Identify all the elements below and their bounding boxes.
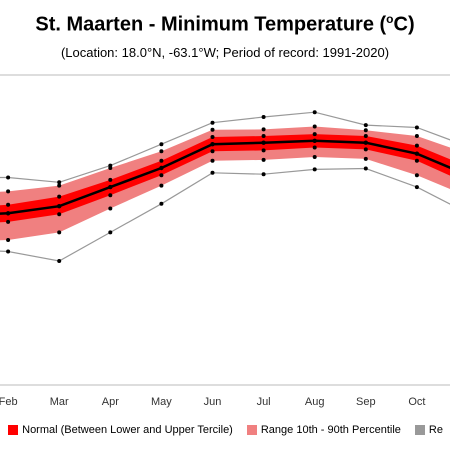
x-tick-label-may: May [151,396,172,408]
lower-tercile-point-may [159,173,164,178]
record-high-point-aug [312,110,317,115]
x-tick-label-apr: Apr [102,396,119,408]
p90-point-mar [57,183,62,188]
p90-point-jul [261,127,266,132]
record-low-point-sep [363,166,368,171]
p10-point-oct [414,173,419,178]
lower-tercile-point-feb [6,219,11,224]
x-tick-label-oct: Oct [408,396,425,408]
upper-tercile-point-sep [363,134,368,138]
mean-point-mar [57,204,62,209]
record-low-point-apr [108,230,113,235]
p10-point-sep [363,156,368,161]
record-low-point-jul [261,172,266,177]
record-low-point-oct [414,185,419,190]
upper-tercile-point-oct [414,143,419,148]
record-low-point-may [159,201,164,206]
upper-tercile-point-mar [57,194,62,199]
mean-point-may [159,165,164,171]
chart-subtitle: (Location: 18.0°N, -63.1°W; Period of re… [60,45,390,60]
legend-item-normal: Normal (Between Lower and Upper Tercile) [8,424,233,436]
percentile-band [0,126,450,241]
record-high-point-may [159,142,164,147]
lower-tercile-point-aug [312,145,317,150]
chart-title-text: St. Maarten - Minimum Temperature ( [35,13,387,36]
x-tick-label-mar: Mar [50,396,69,408]
record-low-point-mar [57,259,62,263]
p10-point-feb [6,238,11,242]
p10-point-mar [57,230,62,235]
p10-point-apr [108,206,113,211]
upper-tercile-point-feb [6,202,11,207]
upper-tercile-point-may [159,158,164,163]
legend-item-percentile: Range 10th - 90th Percentile [246,424,401,436]
record-high-point-jul [261,115,266,119]
record-high-point-sep [363,123,368,128]
p10-point-jun [210,158,215,163]
mean-point-jul [261,140,266,145]
p90-point-apr [108,166,113,170]
mean-point-oct [414,151,420,156]
p10-point-jul [261,157,266,162]
x-tick-label-feb: Feb [0,396,18,408]
chart-title-unit: C) [393,13,415,36]
lower-tercile-point-oct [414,158,419,163]
legend-label-record: Re [428,424,443,436]
mean-point-sep [363,140,368,145]
upper-tercile-point-jul [261,134,266,138]
mean-point-feb [5,211,11,216]
p90-point-jun [210,127,215,132]
record-low-point-aug [312,167,317,172]
record-high-point-feb [6,175,11,180]
p90-point-sep [363,128,368,133]
legend-swatch-percentile [246,425,257,435]
p90-point-aug [312,124,317,129]
p10-point-may [159,183,164,188]
p90-point-feb [6,189,11,194]
upper-tercile-point-apr [108,177,113,182]
lower-tercile-point-jul [261,148,266,153]
degree-superscript: o [386,12,394,26]
lower-tercile-point-jun [210,149,215,154]
mean-point-jun [210,142,215,147]
p10-point-aug [312,155,317,159]
upper-tercile-point-aug [312,132,317,137]
lower-tercile-point-mar [57,212,62,217]
p90-point-may [159,149,164,154]
chart-legend: n Normal (Between Lower and Upper Tercil… [0,422,450,438]
chart-title: St. Maarten - Minimum Temperature (oC) [0,12,450,37]
mean-point-apr [108,184,113,190]
record-high-point-oct [414,125,419,130]
lower-tercile-point-apr [108,193,113,198]
legend-item-record: Re [414,424,443,436]
legend-label-percentile: Range 10th - 90th Percentile [260,424,401,436]
record-high-point-mar [57,180,62,185]
mean-point-aug [312,138,317,143]
x-tick-label-jul: Jul [257,396,271,408]
p90-point-oct [414,134,419,138]
legend-swatch-record [414,425,425,435]
legend-label-normal: Normal (Between Lower and Upper Tercile) [22,424,233,436]
record-high-point-jun [210,120,215,125]
record-low-point-feb [6,249,11,254]
x-tick-label-jun: Jun [204,396,222,408]
upper-tercile-point-jun [210,135,215,139]
legend-swatch-normal [8,425,19,435]
normal-band [0,134,450,223]
record-low-point-jun [210,170,215,175]
x-tick-label-sep: Sep [356,396,376,408]
x-tick-label-aug: Aug [305,396,325,408]
lower-tercile-point-sep [363,147,368,152]
